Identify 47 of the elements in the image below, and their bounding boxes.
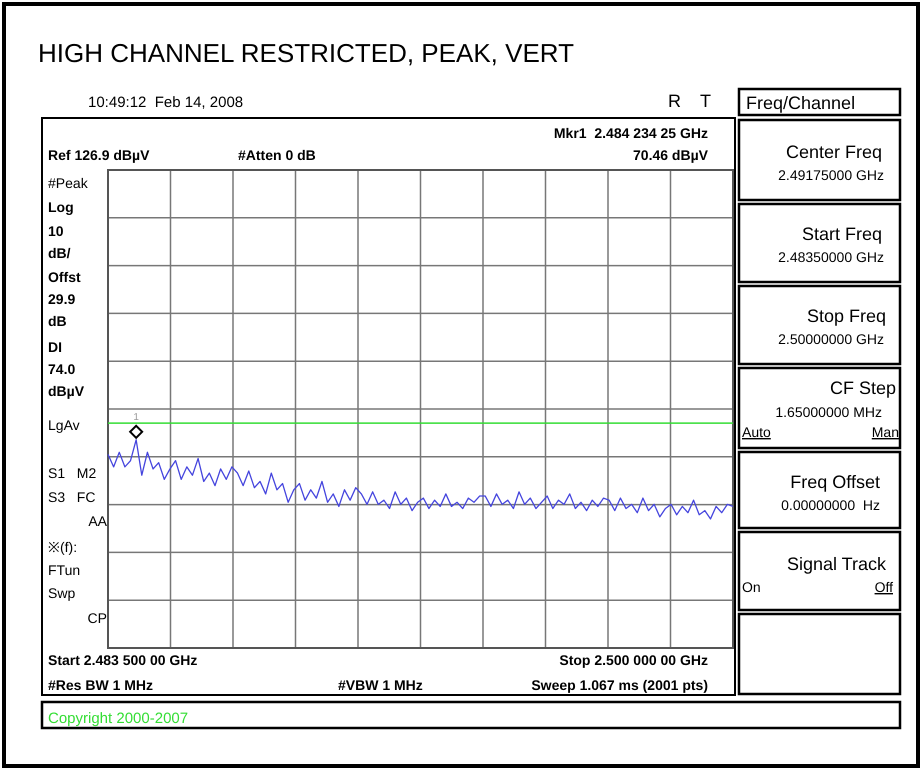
text: Sweep 1.067 ms (2001 pts) bbox=[531, 677, 708, 693]
text: Freq/Channel bbox=[746, 93, 856, 113]
text: FTun bbox=[48, 562, 80, 578]
text: #Atten 0 dB bbox=[238, 147, 316, 163]
text: Copyright 2000-2007 bbox=[48, 710, 188, 727]
text: Start Freq bbox=[802, 224, 882, 244]
text: Stop Freq bbox=[806, 306, 886, 326]
ref-line-label: DI 74.0 dBµV bbox=[48, 339, 85, 400]
text: T bbox=[700, 91, 711, 111]
text: Offst bbox=[48, 269, 81, 285]
chart-title: HIGH CHANNEL RESTRICTED, PEAK, VERT bbox=[38, 38, 574, 68]
text: 29.9 bbox=[48, 291, 76, 307]
text: #Peak bbox=[48, 175, 89, 191]
text: Swp bbox=[48, 585, 76, 601]
text: #VBW 1 MHz bbox=[338, 677, 423, 693]
text: 2.50000000 GHz bbox=[778, 331, 884, 347]
text: dB/ bbox=[48, 245, 71, 261]
text: R bbox=[668, 91, 681, 111]
text: Mkr1 2.484 234 25 GHz bbox=[554, 125, 708, 141]
text: 1.65000000 MHz bbox=[775, 404, 882, 420]
text: Ref 126.9 dBµV bbox=[48, 147, 150, 163]
text: Freq Offset bbox=[790, 472, 880, 492]
text: Start 2.483 500 00 GHz bbox=[48, 652, 198, 668]
text: 1 bbox=[133, 412, 140, 423]
text: 10:49:12 Feb 14, 2008 bbox=[88, 94, 244, 111]
text: dB bbox=[48, 313, 67, 329]
text: 2.48350000 GHz bbox=[778, 249, 884, 265]
text: CP bbox=[88, 610, 107, 626]
text: 70.46 dBµV bbox=[633, 147, 709, 163]
text: S3 FC bbox=[48, 489, 96, 505]
text: ※(f): bbox=[48, 539, 78, 555]
text: Signal Track bbox=[786, 554, 887, 574]
text: Off bbox=[874, 579, 894, 595]
text: 2.49175000 GHz bbox=[778, 167, 884, 183]
text: 0.00000000 Hz bbox=[781, 497, 880, 513]
text: Auto bbox=[742, 424, 772, 440]
text: S1 M2 bbox=[48, 465, 96, 481]
text: CF Step bbox=[830, 378, 896, 398]
text: Man bbox=[872, 424, 899, 440]
text: Log bbox=[48, 199, 74, 215]
text: On bbox=[742, 579, 761, 595]
text: 10 bbox=[48, 223, 64, 239]
text: Stop 2.500 000 00 GHz bbox=[559, 652, 708, 668]
text: Center Freq bbox=[786, 142, 882, 162]
text: AA bbox=[88, 513, 108, 529]
text: LgAv bbox=[48, 417, 80, 433]
text: #Res BW 1 MHz bbox=[48, 677, 154, 693]
